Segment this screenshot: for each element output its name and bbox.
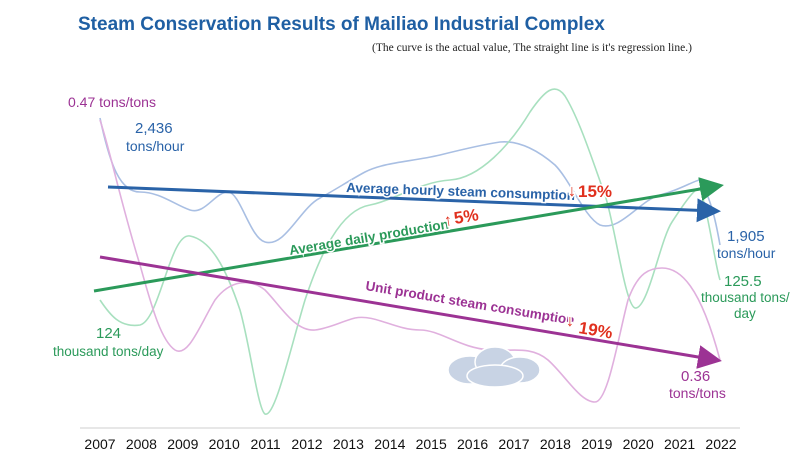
chart-subtitle: (The curve is the actual value, The stra… [372,42,692,54]
daily-start-value: 124 [96,325,121,342]
hourly-end-unit: tons/hour [717,245,776,261]
chart-title: Steam Conservation Results of Mailiao In… [78,14,605,35]
daily-change-value: 5% [453,205,480,228]
x-tick-label: 2015 [416,436,447,452]
unit-end-value: 0.36 [681,368,710,385]
x-tick-label: 2016 [457,436,488,452]
hourly-change-value: 15% [578,182,612,201]
daily-end-value: 125.5 [724,273,762,290]
daily-end-unit-line1: thousand tons/ [701,290,790,305]
x-tick-label: 2008 [126,436,157,452]
x-tick-label: 2020 [623,436,654,452]
daily-start-unit: thousand tons/day [53,344,164,359]
unit-start-annotation: 0.47 tons/tons [68,94,156,110]
x-tick-label: 2012 [291,436,322,452]
x-tick-label: 2010 [209,436,240,452]
daily-regression-label: Average daily production [288,217,450,258]
x-tick-label: 2018 [540,436,571,452]
x-tick-label: 2014 [374,436,405,452]
daily-actual-curve [99,88,721,415]
x-tick-label: 2011 [251,436,281,452]
cloud-icon [447,346,541,388]
hourly-change-arrow: ↓ [568,183,576,200]
daily-end-unit-line2: day [734,306,756,321]
unit-change-arrow: ↓ [566,313,574,330]
x-axis-ticks: 2007 2008 2009 2010 2011 2012 2013 2014 2015 2016… [84,436,736,452]
x-tick-label: 2017 [498,436,529,452]
x-tick-label: 2013 [333,436,364,452]
x-tick-label: 2009 [167,436,198,452]
unit-regression-label: Unit product steam consumption [365,278,576,328]
unit-actual-curve [99,119,721,403]
x-tick-label: 2021 [664,436,695,452]
unit-end-unit: tons/tons [669,385,726,401]
hourly-start-value: 2,436 [135,120,173,137]
daily-change-arrow: ↑ [443,212,454,230]
x-tick-label: 2022 [705,436,736,452]
unit-regression-line [99,255,722,369]
hourly-start-unit: tons/hour [126,138,185,154]
x-tick-label: 2019 [581,436,612,452]
hourly-end-value: 1,905 [727,228,765,245]
x-tick-label: 2007 [84,436,115,452]
hourly-regression-line [107,185,721,223]
